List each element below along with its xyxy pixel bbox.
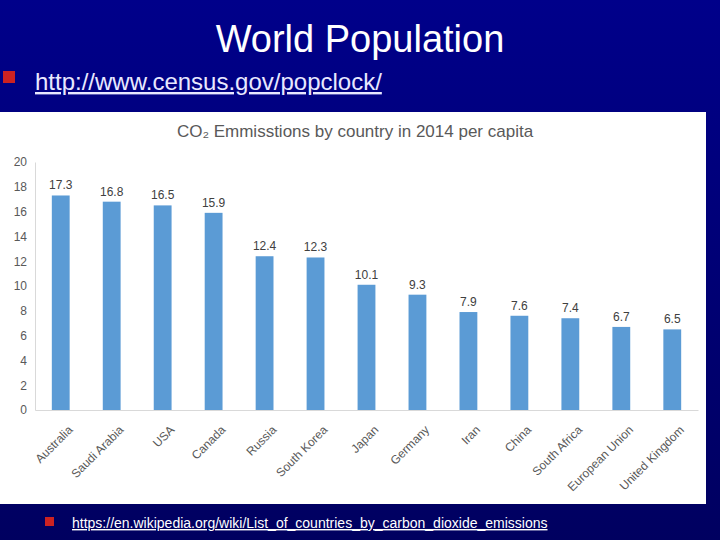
x-axis: AustraliaSaudi ArabiaUSACanadaRussiaSout…	[33, 410, 699, 494]
y-tick: 4	[20, 354, 35, 368]
x-tick: Iran	[459, 410, 484, 447]
y-tick: 10	[14, 279, 35, 293]
x-tick: Canada	[189, 410, 229, 462]
chart-title: CO₂ Emmisstions by country in 2014 per c…	[177, 122, 534, 141]
bar	[612, 327, 630, 410]
x-tick-label: Canada	[189, 423, 229, 463]
x-tick: Australia	[33, 410, 76, 466]
x-tick: Saudi Arabia	[68, 410, 126, 481]
y-tick-label: 8	[20, 304, 27, 318]
data-label: 15.9	[202, 196, 226, 210]
link[interactable]: http://www.census.gov/popclock/	[35, 68, 382, 95]
x-tick-label: Saudi Arabia	[68, 423, 126, 481]
x-tick-label: USA	[150, 423, 177, 450]
y-tick-label: 10	[14, 279, 28, 293]
y-tick-label: 4	[20, 354, 27, 368]
data-label: 7.4	[562, 301, 579, 315]
y-tick-label: 6	[20, 329, 27, 343]
x-tick: USA	[150, 410, 177, 450]
y-tick: 2	[20, 379, 35, 393]
background	[0, 0, 720, 540]
y-tick: 0	[20, 403, 35, 417]
x-axis-line	[36, 410, 699, 411]
data-label: 6.7	[613, 310, 630, 324]
x-tick-label: South Africa	[529, 423, 585, 479]
x-tick: South Korea	[273, 410, 330, 480]
data-label: 7.6	[511, 299, 528, 313]
y-tick: 20	[14, 155, 35, 169]
bullet	[45, 517, 54, 526]
x-tick: United Kingdom	[617, 410, 687, 493]
slide: World Population http://www.census.gov/po…	[0, 0, 720, 540]
y-tick: 12	[14, 255, 35, 269]
x-tick-label: Iran	[459, 423, 484, 448]
x-tick-label: Russia	[243, 423, 279, 459]
x-tick-label: United Kingdom	[617, 423, 687, 493]
data-label: 16.5	[151, 188, 175, 202]
bar	[409, 295, 427, 410]
x-tick-label: China	[502, 423, 534, 455]
bar	[358, 285, 376, 410]
y-tick-label: 16	[14, 205, 28, 219]
data-label: 10.1	[355, 268, 379, 282]
y-tick: 16	[14, 205, 35, 219]
y-axis-line	[35, 163, 36, 411]
data-label: 16.8	[100, 185, 124, 199]
y-tick-label: 18	[14, 180, 28, 194]
chart-area	[0, 112, 706, 504]
data-label: 9.3	[409, 278, 426, 292]
bar	[205, 213, 223, 410]
bar	[256, 256, 274, 410]
data-labels: 17.3 16.8 16.5 15.9 12.4 12.3 10.1 9.3 7.9 7.6 7.4…	[49, 178, 681, 326]
data-label: 12.3	[304, 240, 328, 254]
y-tick: 8	[20, 304, 35, 318]
y-tick-label: 12	[14, 255, 28, 269]
y-tick: 18	[14, 180, 35, 194]
bar	[103, 202, 121, 410]
y-tick-label: 14	[14, 230, 28, 244]
data-label: 6.5	[664, 312, 681, 326]
y-tick-label: 2	[20, 379, 27, 393]
bar	[510, 316, 528, 410]
bars	[52, 195, 681, 410]
bar	[307, 257, 325, 410]
x-tick: Germany	[387, 410, 432, 468]
bar	[663, 329, 681, 410]
data-label: 12.4	[253, 239, 277, 253]
data-label: 17.3	[49, 178, 73, 192]
x-tick: Japan	[348, 410, 381, 456]
bullet	[3, 71, 15, 83]
x-tick: China	[502, 410, 534, 455]
y-tick: 6	[20, 329, 35, 343]
bar	[561, 318, 579, 410]
x-tick: South Africa	[529, 410, 585, 479]
x-tick-label: Australia	[33, 423, 76, 466]
bar	[52, 195, 70, 410]
x-tick-label: South Korea	[273, 423, 330, 480]
x-tick-label: Germany	[387, 423, 432, 468]
y-tick-label: 20	[14, 155, 28, 169]
y-tick-label: 0	[20, 403, 27, 417]
slide-title: World Population	[216, 18, 505, 60]
link[interactable]: https://en.wikipedia.org/wiki/List_of_co…	[72, 515, 548, 531]
y-axis: 0 2 4 6 8 10 12 14 16 18 20	[14, 155, 36, 417]
bar	[154, 205, 172, 410]
data-label: 7.9	[460, 295, 477, 309]
x-tick-label: Japan	[348, 423, 381, 456]
x-tick: Russia	[243, 410, 279, 459]
y-tick: 14	[14, 230, 35, 244]
bar	[460, 312, 478, 410]
